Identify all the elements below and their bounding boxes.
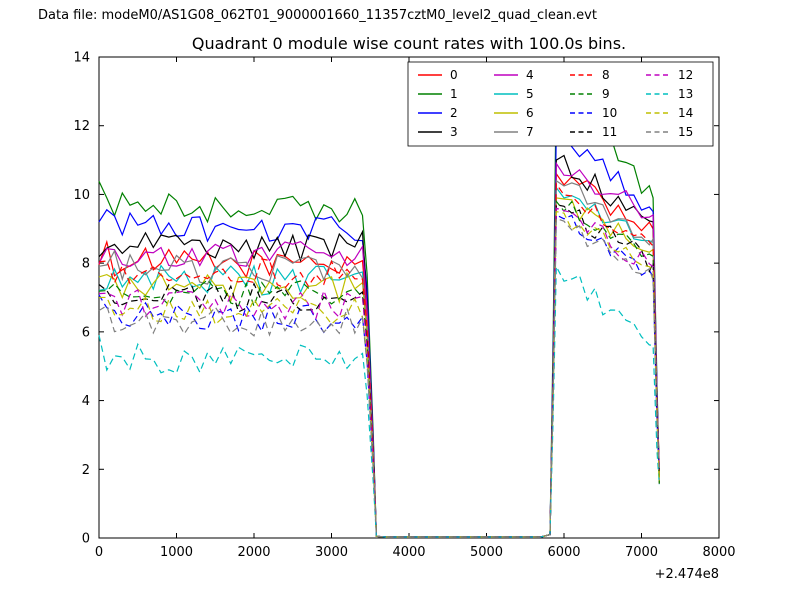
legend-label-11: 11 (602, 125, 617, 139)
series-line-0 (98, 171, 660, 538)
legend-label-13: 13 (678, 87, 693, 101)
legend-label-6: 6 (526, 106, 534, 120)
axes: 0 1000 2000 3000 4000 5000 6000 7000 80000246810… (73, 51, 735, 561)
data-file-label: Data file: modeM0/AS1G08_062T01_90000016… (38, 8, 597, 23)
series-line-8 (98, 182, 660, 538)
series-line-5 (98, 185, 660, 538)
legend-label-8: 8 (602, 68, 610, 82)
x-tick-label: 7000 (625, 545, 658, 560)
y-tick-label: 6 (82, 325, 90, 340)
legend-label-1: 1 (450, 87, 458, 101)
legend-label-7: 7 (526, 125, 534, 139)
x-tick-label: 8000 (702, 545, 735, 560)
y-tick-label: 0 (82, 532, 90, 547)
series-line-6 (98, 197, 660, 538)
legend-label-3: 3 (450, 125, 458, 139)
y-tick-label: 8 (82, 257, 90, 272)
x-tick-label: 4000 (392, 545, 425, 560)
x-tick-label: 2000 (237, 545, 270, 560)
x-tick-label: 0 (95, 545, 103, 560)
y-tick-label: 10 (73, 188, 90, 203)
x-axis-offset-label: +2.474e8 (655, 567, 719, 582)
y-tick-label: 2 (82, 463, 90, 478)
series-line-13 (98, 264, 660, 538)
series-line-2 (98, 127, 660, 538)
series-line-10 (98, 214, 660, 538)
legend-label-14: 14 (678, 106, 693, 120)
legend-label-5: 5 (526, 87, 534, 101)
legend-label-0: 0 (450, 68, 458, 82)
legend-label-2: 2 (450, 106, 458, 120)
series-line-15 (98, 217, 660, 538)
series-line-11 (98, 203, 660, 538)
series-line-9 (98, 199, 660, 538)
legend-label-4: 4 (526, 68, 534, 82)
y-tick-label: 12 (73, 119, 90, 134)
legend-box (407, 61, 714, 147)
legend-label-10: 10 (602, 106, 617, 120)
chart-title: Quadrant 0 module wise count rates with … (192, 34, 626, 53)
legend-label-9: 9 (602, 87, 610, 101)
legend-label-12: 12 (678, 68, 693, 82)
x-tick-label: 6000 (547, 545, 580, 560)
y-tick-label: 14 (73, 51, 90, 66)
series-lines (98, 80, 660, 538)
series-line-14 (98, 210, 660, 538)
series-line-1 (98, 80, 660, 538)
x-tick-label: 5000 (470, 545, 503, 560)
y-tick-label: 4 (82, 394, 90, 409)
series-line-12 (98, 207, 660, 538)
x-tick-label: 3000 (315, 545, 348, 560)
series-line-4 (98, 161, 660, 538)
x-tick-label: 1000 (160, 545, 193, 560)
series-line-7 (98, 179, 660, 538)
legend-label-15: 15 (678, 125, 693, 139)
